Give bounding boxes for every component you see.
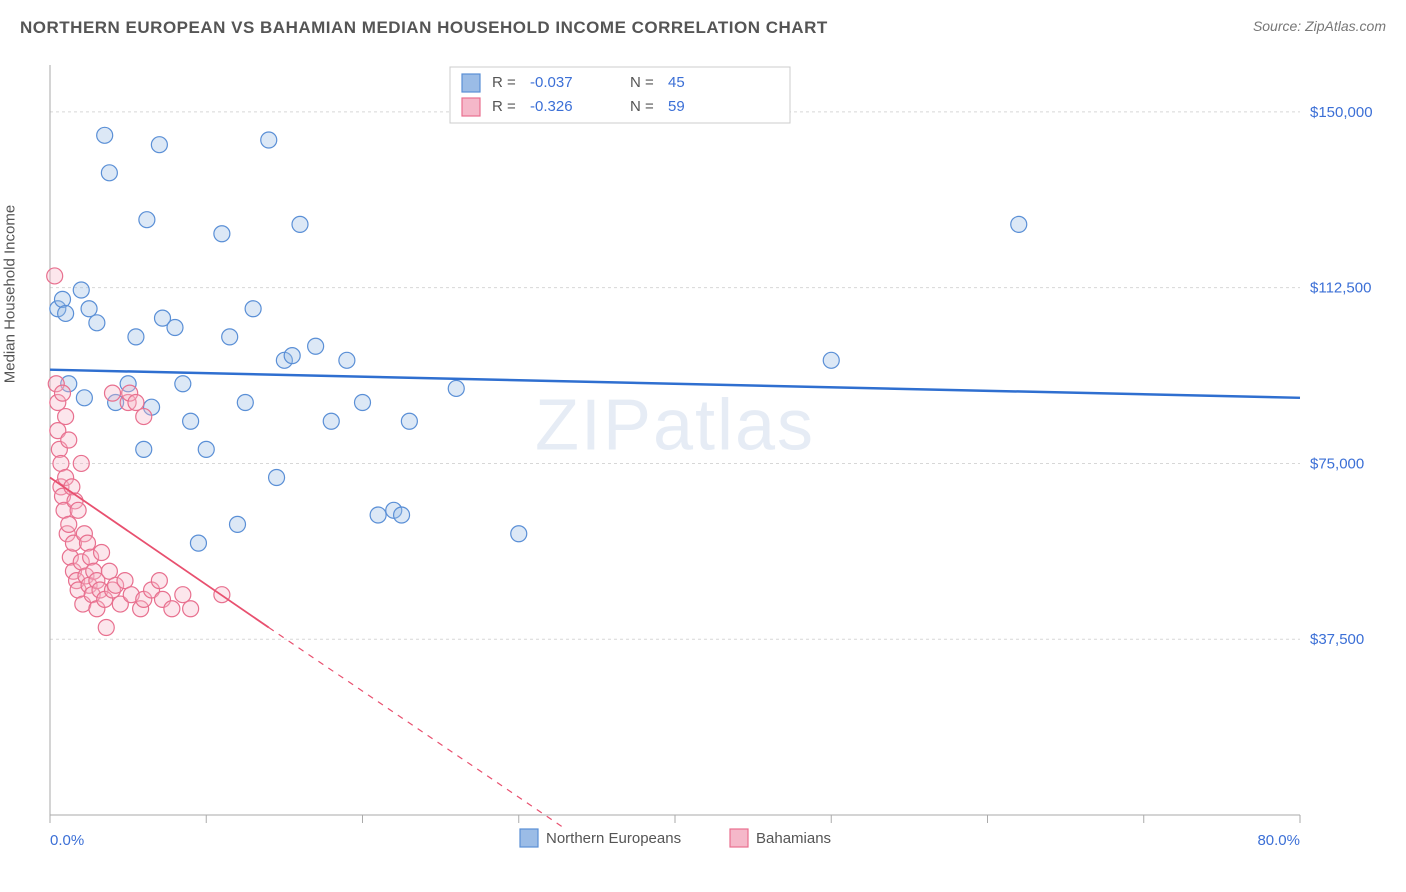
data-point	[1011, 216, 1027, 232]
data-point	[339, 352, 355, 368]
data-point	[55, 385, 71, 401]
data-point	[151, 137, 167, 153]
data-point	[61, 516, 77, 532]
data-point	[167, 320, 183, 336]
data-point	[190, 535, 206, 551]
data-point	[511, 526, 527, 542]
data-point	[128, 329, 144, 345]
x-label-left: 0.0%	[50, 832, 84, 849]
legend-R-label: R =	[492, 98, 516, 115]
data-point	[94, 545, 110, 561]
data-point	[245, 301, 261, 317]
data-point	[136, 441, 152, 457]
data-point	[58, 409, 74, 425]
data-point	[323, 413, 339, 429]
data-point	[151, 573, 167, 589]
legend-N-value: 45	[668, 74, 685, 91]
data-point	[394, 507, 410, 523]
data-point	[214, 226, 230, 242]
watermark: ZIPatlas	[535, 385, 815, 465]
bottom-legend-label: Bahamians	[756, 830, 831, 847]
chart-source: Source: ZipAtlas.com	[1253, 18, 1386, 34]
scatter-chart-svg: ZIPatlas $37,500 $75,000 $112,500 $150,000 0.…	[20, 55, 1386, 872]
data-point	[61, 432, 77, 448]
data-point	[308, 338, 324, 354]
legend-swatch	[462, 74, 480, 92]
legend-swatch	[462, 98, 480, 116]
data-point	[183, 601, 199, 617]
data-point	[401, 413, 417, 429]
y-tick-label: $37,500	[1310, 631, 1364, 648]
data-point	[101, 165, 117, 181]
data-point	[175, 587, 191, 603]
bottom-legend-swatch	[730, 829, 748, 847]
data-point	[164, 601, 180, 617]
bottom-legend-swatch	[520, 829, 538, 847]
data-point	[81, 301, 97, 317]
data-point	[98, 620, 114, 636]
data-point	[237, 395, 253, 411]
data-point	[230, 516, 246, 532]
legend-N-label: N =	[630, 98, 654, 115]
data-point	[222, 329, 238, 345]
data-point	[175, 376, 191, 392]
data-point	[355, 395, 371, 411]
y-axis-label: Median Household Income	[2, 204, 19, 382]
data-point	[80, 535, 96, 551]
data-point	[292, 216, 308, 232]
data-point	[139, 212, 155, 228]
x-label-right: 80.0%	[1257, 832, 1300, 849]
y-tick-label: $150,000	[1310, 104, 1373, 121]
data-point	[128, 395, 144, 411]
y-tick-label: $75,000	[1310, 455, 1364, 472]
data-point	[198, 441, 214, 457]
legend-N-label: N =	[630, 74, 654, 91]
chart-title: NORTHERN EUROPEAN VS BAHAMIAN MEDIAN HOU…	[20, 18, 828, 38]
data-point	[47, 268, 63, 284]
chart-header: NORTHERN EUROPEAN VS BAHAMIAN MEDIAN HOU…	[0, 0, 1406, 48]
data-point	[269, 470, 285, 486]
trend-line-2-dashed	[269, 628, 566, 830]
data-point	[448, 380, 464, 396]
legend-R-value: -0.037	[530, 74, 573, 91]
data-point	[89, 315, 105, 331]
data-point	[58, 305, 74, 321]
data-point	[105, 385, 121, 401]
legend-N-value: 59	[668, 98, 685, 115]
data-point	[183, 413, 199, 429]
data-point	[76, 390, 92, 406]
bottom-legend-label: Northern Europeans	[546, 830, 681, 847]
y-tick-label: $112,500	[1310, 280, 1371, 297]
chart-area: Median Household Income ZIPatlas$37,500$…	[20, 55, 1386, 872]
data-point	[284, 348, 300, 364]
data-point	[73, 455, 89, 471]
data-point	[97, 127, 113, 143]
data-point	[73, 282, 89, 298]
data-point	[823, 352, 839, 368]
data-point	[136, 409, 152, 425]
legend-R-value: -0.326	[530, 98, 573, 115]
data-point	[370, 507, 386, 523]
legend-R-label: R =	[492, 74, 516, 91]
data-point	[261, 132, 277, 148]
data-point	[55, 291, 71, 307]
data-point	[70, 502, 86, 518]
